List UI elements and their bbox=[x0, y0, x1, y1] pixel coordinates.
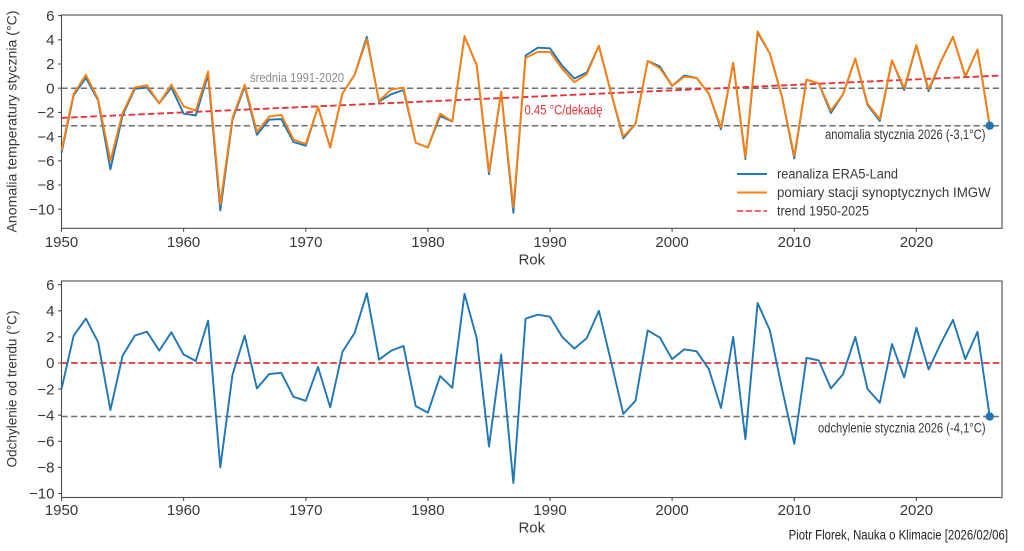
svg-text:4: 4 bbox=[46, 32, 54, 49]
svg-text:−8: −8 bbox=[37, 177, 54, 194]
svg-text:1960: 1960 bbox=[167, 234, 200, 251]
svg-text:Rok: Rok bbox=[518, 520, 545, 537]
svg-text:−2: −2 bbox=[37, 105, 54, 122]
svg-text:0: 0 bbox=[46, 355, 54, 372]
svg-text:Anomalia temperatury stycznia: Anomalia temperatury stycznia (°C) bbox=[5, 11, 20, 233]
svg-text:reanaliza ERA5-Land: reanaliza ERA5-Land bbox=[777, 167, 898, 182]
svg-text:−6: −6 bbox=[37, 153, 54, 170]
svg-text:Odchylenie od trendu (°C): Odchylenie od trendu (°C) bbox=[5, 311, 20, 468]
svg-text:trend 1950-2025: trend 1950-2025 bbox=[777, 204, 869, 219]
svg-text:2020: 2020 bbox=[900, 502, 933, 519]
svg-text:2010: 2010 bbox=[778, 502, 811, 519]
svg-text:1950: 1950 bbox=[45, 234, 78, 251]
svg-text:−10: −10 bbox=[29, 201, 54, 218]
svg-text:−10: −10 bbox=[29, 486, 54, 503]
svg-text:4: 4 bbox=[46, 303, 54, 320]
svg-text:1950: 1950 bbox=[45, 502, 78, 519]
svg-text:2: 2 bbox=[46, 56, 54, 73]
svg-text:1960: 1960 bbox=[167, 502, 200, 519]
svg-text:pomiary stacji synoptycznych I: pomiary stacji synoptycznych IMGW bbox=[777, 185, 991, 200]
svg-text:−8: −8 bbox=[37, 460, 54, 477]
svg-text:−4: −4 bbox=[37, 407, 54, 424]
svg-text:1970: 1970 bbox=[289, 502, 322, 519]
svg-text:−4: −4 bbox=[37, 129, 54, 146]
svg-text:1980: 1980 bbox=[411, 234, 444, 251]
svg-text:0.45 °C/dekadę: 0.45 °C/dekadę bbox=[525, 103, 603, 118]
svg-text:2000: 2000 bbox=[655, 234, 688, 251]
svg-text:2020: 2020 bbox=[900, 234, 933, 251]
svg-text:2000: 2000 bbox=[655, 502, 688, 519]
svg-text:2010: 2010 bbox=[778, 234, 811, 251]
svg-text:2: 2 bbox=[46, 329, 54, 346]
svg-text:Piotr Florek, Nauka o Klimacie: Piotr Florek, Nauka o Klimacie [2026/02/… bbox=[789, 528, 1008, 543]
svg-text:0: 0 bbox=[46, 80, 54, 97]
svg-text:średnia 1991-2020: średnia 1991-2020 bbox=[250, 70, 344, 85]
svg-text:−2: −2 bbox=[37, 381, 54, 398]
svg-text:anomalia stycznia 2026 (-3,1°C: anomalia stycznia 2026 (-3,1°C) bbox=[825, 127, 986, 142]
svg-text:1990: 1990 bbox=[533, 502, 566, 519]
svg-text:6: 6 bbox=[46, 277, 54, 294]
svg-text:−6: −6 bbox=[37, 434, 54, 451]
svg-text:1990: 1990 bbox=[533, 234, 566, 251]
svg-text:6: 6 bbox=[46, 8, 54, 25]
svg-text:odchylenie stycznia 2026 (-4,1: odchylenie stycznia 2026 (-4,1°C) bbox=[818, 421, 986, 436]
svg-text:Rok: Rok bbox=[518, 251, 545, 268]
svg-text:1970: 1970 bbox=[289, 234, 322, 251]
svg-text:1980: 1980 bbox=[411, 502, 444, 519]
